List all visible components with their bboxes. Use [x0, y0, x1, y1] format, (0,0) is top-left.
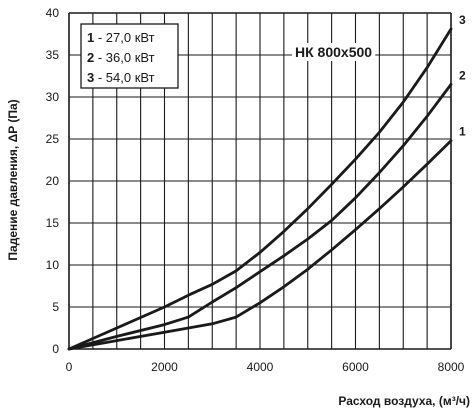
legend-item-2: 2 - 36,0 кВт — [87, 50, 155, 65]
legend-item-number: 2 — [87, 50, 98, 65]
y-tick-label: 30 — [46, 90, 60, 104]
legend-item-number: 3 — [87, 70, 98, 85]
x-axis-ticks: 0 2000 4000 6000 8000 — [66, 360, 465, 374]
y-tick-label: 0 — [52, 342, 59, 356]
curve-1 — [67, 139, 453, 351]
grid — [68, 12, 452, 350]
y-axis-ticks: 0 5 10 15 20 25 30 35 40 — [46, 6, 60, 356]
x-tick-label: 2000 — [151, 360, 178, 374]
y-tick-label: 15 — [46, 216, 60, 230]
y-tick-label: 10 — [46, 258, 60, 272]
x-tick-label: 6000 — [342, 360, 369, 374]
legend-item-text: - 36,0 кВт — [98, 50, 155, 65]
y-tick-label: 35 — [46, 48, 60, 62]
annotation-background — [292, 43, 376, 61]
y-tick-label: 40 — [46, 6, 60, 20]
legend-item-number: 1 — [87, 30, 98, 45]
legend-box — [80, 23, 179, 89]
curve-label-1: 1 — [459, 125, 466, 139]
curve-3 — [67, 27, 453, 351]
legend-item-3: 3 - 54,0 кВт — [87, 70, 155, 85]
x-tick-label: 8000 — [438, 360, 465, 374]
y-tick-label: 20 — [46, 174, 60, 188]
curve-2 — [67, 83, 453, 351]
curves: 1 2 3 — [67, 13, 466, 351]
x-tick-label: 4000 — [247, 360, 274, 374]
curve-label-3: 3 — [459, 13, 466, 27]
curve-label-2: 2 — [459, 68, 466, 82]
x-tick-label: 0 — [66, 360, 73, 374]
legend-item-1: 1 - 27,0 кВт — [87, 30, 155, 45]
legend-item-text: - 27,0 кВт — [98, 30, 155, 45]
y-axis-label: Падение давления, ΔP (Па) — [6, 99, 20, 260]
chart-annotation: НК 800x500 — [295, 44, 372, 60]
legend-item-text: - 54,0 кВт — [98, 70, 155, 85]
x-axis-label: Расход воздуха, (м³/ч) — [338, 394, 470, 408]
y-tick-label: 25 — [46, 132, 60, 146]
y-tick-label: 5 — [52, 300, 59, 314]
